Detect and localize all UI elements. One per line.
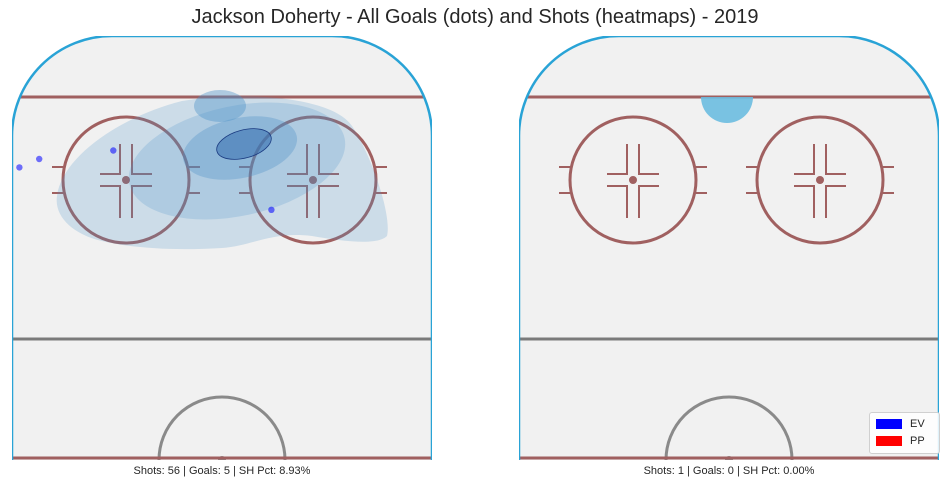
boards [519,36,939,460]
legend-label-ev: EV [910,418,925,430]
faceoff-circle-left [61,115,191,245]
center-circle [664,395,794,460]
legend-swatch-ev [876,419,902,429]
faceoff-dot-right [816,176,824,184]
hash-marks-left [52,144,200,218]
hash-marks-right [746,144,894,218]
legend: EV PP [869,412,940,454]
legend-item-ev: EV [876,417,925,431]
legend-swatch-pp [876,436,902,446]
hash-marks-left [559,144,707,218]
goal-dot [110,147,117,154]
heat-contour-4 [216,128,272,160]
stats-pp: Shots: 1 | Goals: 0 | SH Pct: 0.00% [643,465,815,477]
legend-label-pp: PP [910,435,925,447]
center-circle [157,395,287,460]
faceoff-dot-left [122,176,130,184]
hash-marks-right [239,144,387,218]
rink-pp [519,36,939,460]
heat-contour-net [194,90,246,122]
goal-dots-ev [16,147,275,213]
heat-contour-net [701,97,753,123]
heat-contour-2 [128,102,346,220]
heat-contour-1 [56,96,388,250]
shot-heatmap-ev [56,90,388,250]
goal-dot [36,155,43,163]
stats-ev: Shots: 56 | Goals: 5 | SH Pct: 8.93% [133,465,311,477]
legend-item-pp: PP [876,434,925,448]
chart-title: Jackson Doherty - All Goals (dots) and S… [191,6,759,28]
ice-surface [12,36,432,460]
rink-ev [12,36,432,460]
faceoff-circle-right [755,115,885,245]
goal-dot [268,206,275,213]
faceoff-dot-left [629,176,637,184]
goal-dot [16,164,23,171]
ice-surface [519,36,939,460]
faceoff-circle-left [568,115,698,245]
boards [12,36,432,460]
faceoff-dot-right [309,176,317,184]
shot-heatmap-pp [701,97,753,123]
faceoff-circle-right [248,115,378,245]
